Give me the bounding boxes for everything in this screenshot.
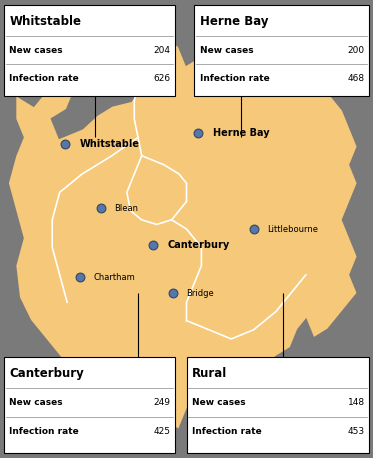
- Text: Whitstable: Whitstable: [9, 15, 81, 27]
- Text: 453: 453: [348, 427, 365, 436]
- Point: [98, 205, 104, 212]
- FancyBboxPatch shape: [186, 357, 369, 453]
- Text: New cases: New cases: [9, 398, 63, 408]
- Text: Littlebourne: Littlebourne: [267, 224, 318, 234]
- Text: Blean: Blean: [114, 204, 138, 213]
- Text: Bridge: Bridge: [186, 289, 214, 298]
- Text: 200: 200: [348, 46, 365, 55]
- Text: Chartham: Chartham: [93, 273, 135, 282]
- Polygon shape: [7, 37, 358, 431]
- Text: Canterbury: Canterbury: [9, 367, 84, 380]
- Text: 204: 204: [154, 46, 171, 55]
- FancyBboxPatch shape: [4, 5, 175, 96]
- Text: New cases: New cases: [9, 46, 63, 55]
- FancyBboxPatch shape: [4, 357, 175, 453]
- Point: [62, 141, 68, 148]
- Text: New cases: New cases: [192, 398, 246, 408]
- Text: Infection rate: Infection rate: [200, 74, 269, 83]
- Text: Canterbury: Canterbury: [168, 240, 230, 250]
- Text: Rural: Rural: [192, 367, 228, 380]
- Text: Herne Bay: Herne Bay: [213, 128, 269, 138]
- Point: [251, 225, 257, 233]
- Text: Infection rate: Infection rate: [9, 74, 79, 83]
- Text: New cases: New cases: [200, 46, 253, 55]
- Point: [195, 129, 201, 136]
- Point: [77, 273, 83, 281]
- FancyBboxPatch shape: [194, 5, 369, 96]
- Text: 425: 425: [154, 427, 171, 436]
- Text: 468: 468: [348, 74, 365, 83]
- Text: Whitstable: Whitstable: [80, 139, 140, 149]
- Point: [150, 241, 156, 249]
- Text: 148: 148: [348, 398, 365, 408]
- Text: Infection rate: Infection rate: [192, 427, 262, 436]
- Text: 626: 626: [154, 74, 171, 83]
- Point: [170, 289, 176, 297]
- Text: Infection rate: Infection rate: [9, 427, 79, 436]
- Text: Herne Bay: Herne Bay: [200, 15, 268, 27]
- Text: 249: 249: [154, 398, 171, 408]
